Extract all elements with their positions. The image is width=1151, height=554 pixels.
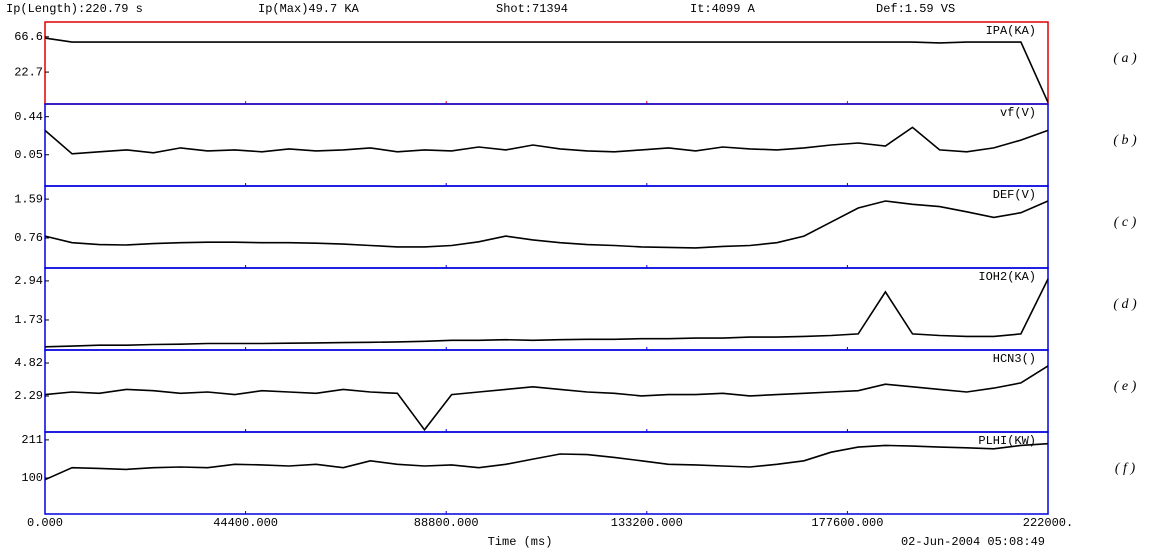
y-tick-label: 0.76: [14, 231, 43, 245]
header-max: Ip(Max)49.7 KA: [258, 2, 360, 16]
y-tick-label: 66.6: [14, 30, 43, 44]
data-line: [44, 442, 1049, 481]
panel-title: IOH2(KA): [978, 270, 1036, 284]
y-tick-label: 0.05: [14, 148, 43, 162]
panel-border: [44, 431, 1049, 515]
y-tick-label: 211: [21, 433, 43, 447]
x-tick-label: 133200.000: [611, 516, 683, 530]
x-tick-label: 44400.000: [213, 516, 278, 530]
header-shot: Shot:71394: [496, 2, 568, 16]
panel-label: ( a ): [1113, 51, 1137, 66]
data-line: [44, 126, 1049, 155]
panel-border: [44, 349, 1049, 433]
x-tick-label: 177600.000: [811, 516, 883, 530]
x-tick-label: 88800.000: [414, 516, 479, 530]
panel-title: HCN3(): [993, 352, 1036, 366]
data-line: [44, 278, 1049, 348]
x-axis-label: Time (ms): [488, 535, 553, 549]
y-tick-label: 1.59: [14, 192, 43, 206]
header-it: It:4099 A: [690, 2, 756, 16]
y-tick-label: 0.44: [14, 110, 43, 124]
panel-label: ( c ): [1114, 215, 1137, 230]
header-length: Ip(Length):220.79 s: [6, 2, 143, 16]
panel-label: ( b ): [1113, 133, 1137, 148]
panel-title: PLHI(KW): [978, 434, 1036, 448]
panel-title: vf(V): [1000, 106, 1036, 120]
y-tick-label: 2.94: [14, 274, 43, 288]
x-tick-label: 0.000: [27, 516, 63, 530]
panel-title: IPA(KA): [986, 24, 1036, 38]
timestamp: 02-Jun-2004 05:08:49: [901, 535, 1045, 549]
y-tick-label: 1.73: [14, 313, 43, 327]
panel-label: ( d ): [1113, 297, 1137, 312]
data-line: [44, 365, 1049, 432]
panel-border: [44, 185, 1049, 269]
y-tick-label: 4.82: [14, 356, 43, 370]
data-line: [44, 37, 1049, 103]
header-def: Def:1.59 VS: [876, 2, 955, 16]
panel-label: ( e ): [1114, 379, 1137, 394]
panel-label: ( f ): [1115, 461, 1136, 476]
panel-border: [44, 103, 1049, 187]
y-tick-label: 2.29: [14, 389, 43, 403]
x-tick-label: 222000.: [1023, 516, 1073, 530]
panel-title: DEF(V): [993, 188, 1036, 202]
panel-border: [44, 21, 1049, 105]
panel-border: [44, 267, 1049, 351]
y-tick-label: 100: [21, 471, 43, 485]
data-line: [44, 200, 1049, 249]
y-tick-label: 22.7: [14, 65, 43, 79]
